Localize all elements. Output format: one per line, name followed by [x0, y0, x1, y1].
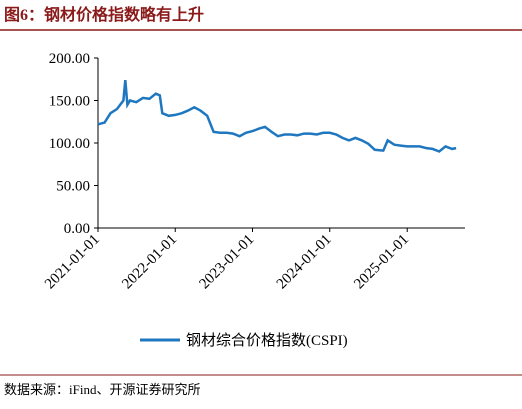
source: 数据来源：iFind、开源证券研究所 — [4, 382, 200, 397]
y-tick-label: 150.00 — [49, 94, 90, 110]
x-tick-label: 2022-01-01 — [119, 232, 180, 293]
y-tick-label: 100.00 — [49, 136, 90, 152]
x-tick-label: 2024-01-01 — [274, 232, 335, 293]
y-tick-label: 50.00 — [56, 179, 90, 195]
legend-label: 钢材综合价格指数(CSPI) — [186, 332, 348, 349]
x-tick-label: 2023-01-01 — [197, 232, 258, 293]
line — [97, 79, 457, 153]
x-tick-label: 2021-01-01 — [42, 232, 103, 293]
y-tick-label: 0.00 — [64, 221, 90, 237]
y-tick-label: 200.00 — [49, 51, 90, 67]
x-tick-label: 2025-01-01 — [351, 232, 412, 293]
chart-title: 图6：钢材价格指数略有上升 — [4, 5, 204, 24]
